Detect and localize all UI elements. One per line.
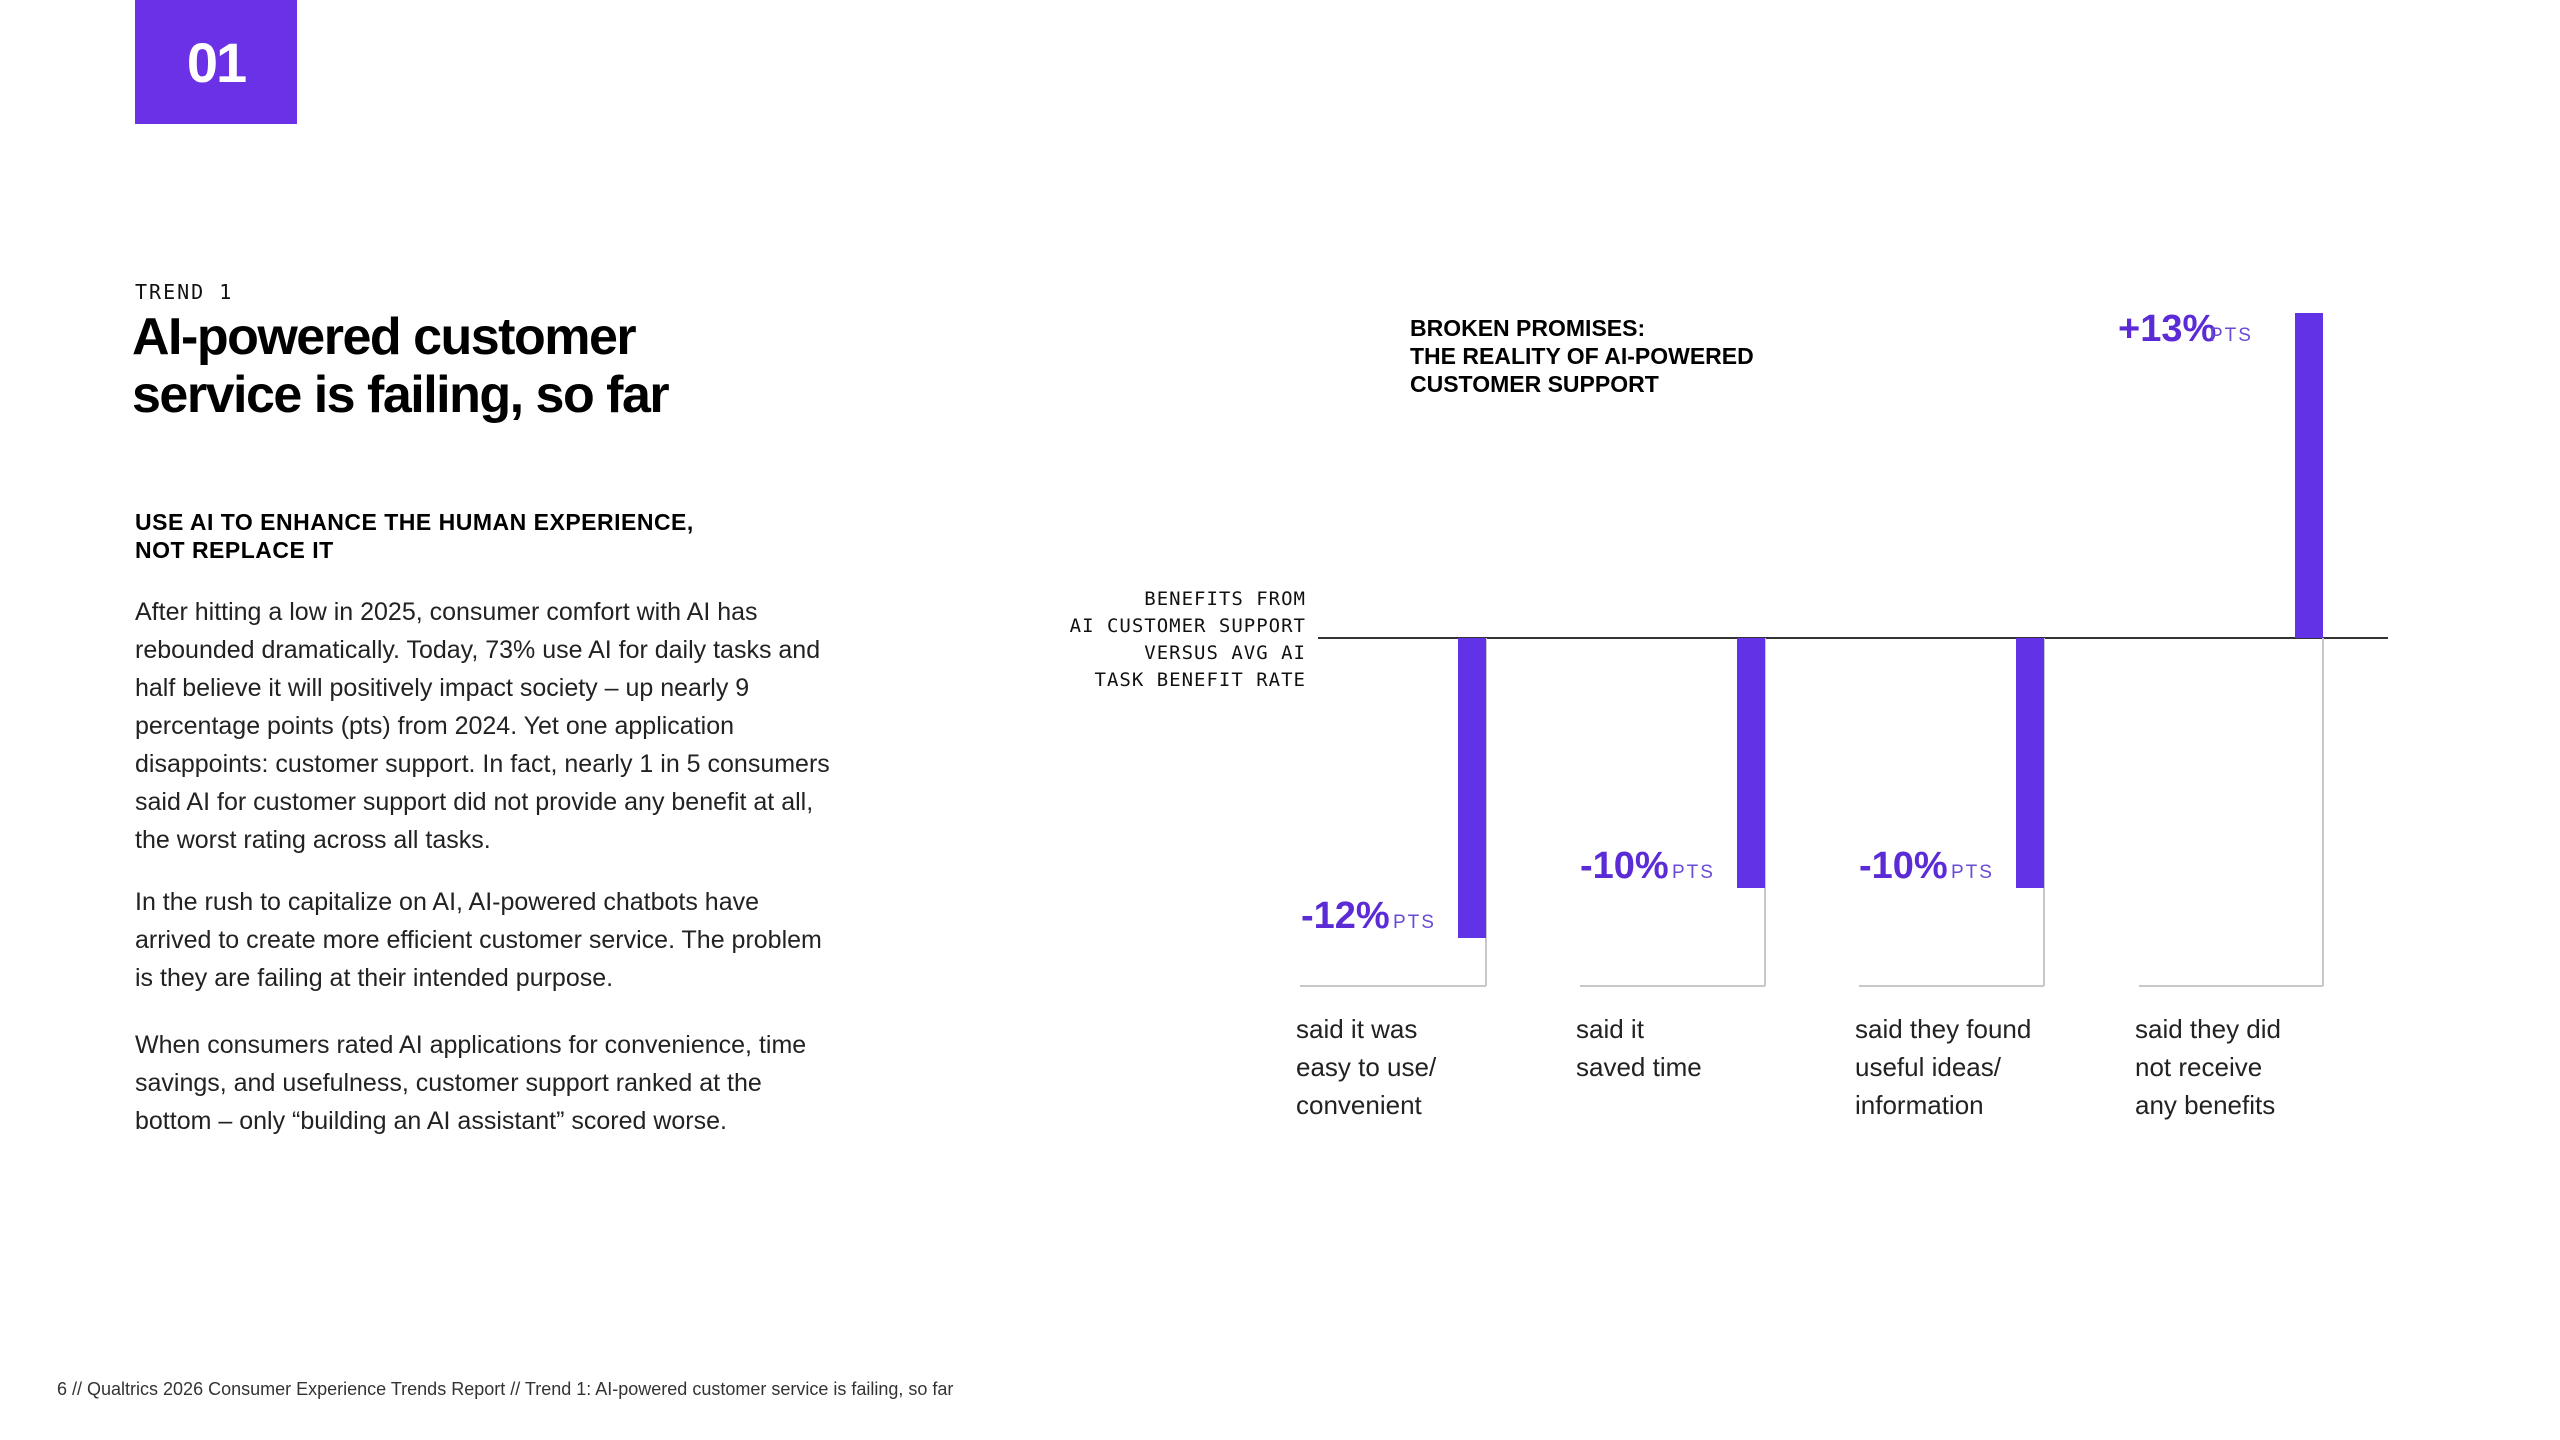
baseline-label-line-1: BENEFITS FROM [1144, 588, 1306, 610]
category-label-line: convenient [1296, 1090, 1422, 1120]
category-label-line: saved time [1576, 1052, 1702, 1082]
bar [1458, 638, 1486, 938]
category-label: said it was easy to use/convenient [1296, 1010, 1536, 1124]
bar [2016, 638, 2044, 888]
category-label-line: information [1855, 1090, 1984, 1120]
chart-title-line-1: BROKEN PROMISES: [1410, 315, 1646, 341]
baseline-label: BENEFITS FROM AI CUSTOMER SUPPORT VERSUS… [1020, 586, 1306, 694]
page-footer: 6 // Qualtrics 2026 Consumer Experience … [57, 1379, 954, 1399]
bar-unit-label: PTS [1672, 862, 1715, 883]
bar-value-label: +13% [2118, 308, 2216, 350]
bar-value-label: -10% [1580, 845, 1669, 887]
bar-unit-label: PTS [1951, 862, 1994, 883]
title-line-1: AI-powered customer [132, 308, 637, 366]
section-subheading: USE AI TO ENHANCE THE HUMAN EXPERIENCE, … [135, 508, 775, 564]
chart-title-line-3: CUSTOMER SUPPORT [1410, 371, 1659, 397]
chart-title: BROKEN PROMISES: THE REALITY OF AI-POWER… [1410, 314, 1830, 398]
trend-label: TREND 1 [135, 280, 234, 304]
category-label: said it saved time [1576, 1010, 1816, 1086]
body-paragraph-1: After hitting a low in 2025, consumer co… [135, 598, 830, 854]
bar-value-label: -12% [1301, 895, 1390, 937]
category-label-line: any benefits [2135, 1090, 2276, 1120]
category-label-line: said they found [1855, 1014, 2032, 1044]
baseline-label-line-2: AI CUSTOMER SUPPORT [1069, 615, 1306, 637]
category-label-line: useful ideas/ [1855, 1052, 2001, 1082]
category-label-line: said they did [2135, 1014, 2281, 1044]
baseline-label-line-4: TASK BENEFIT RATE [1094, 669, 1306, 691]
section-number-badge: 01 [135, 0, 297, 124]
chart-title-line-2: THE REALITY OF AI-POWERED [1410, 343, 1754, 369]
bar-value-label: -10% [1859, 845, 1948, 887]
bar [1737, 638, 1765, 888]
body-paragraph-2: In the rush to capitalize on AI, AI-powe… [135, 888, 822, 992]
bar [2295, 313, 2323, 638]
title-line-2: service is failing, so far [132, 366, 670, 424]
page-title: AI-powered customer service is failing, … [132, 308, 752, 424]
subhead-line-2: NOT REPLACE IT [135, 537, 334, 563]
subhead-line-1: USE AI TO ENHANCE THE HUMAN EXPERIENCE, [135, 509, 694, 535]
category-label-line: said it [1576, 1014, 1644, 1044]
category-label-line: said it was [1296, 1014, 1418, 1044]
category-label: said they did not receive any benefits [2135, 1010, 2375, 1124]
category-label-line: easy to use/ [1296, 1052, 1437, 1082]
category-label-line: not receive [2135, 1052, 2263, 1082]
baseline-label-line-3: VERSUS AVG AI [1144, 642, 1306, 664]
bar-unit-label: PTS [1393, 912, 1436, 933]
body-paragraph-3: When consumers rated AI applications for… [135, 1031, 807, 1135]
category-label: said they found useful ideas/information [1855, 1010, 2095, 1124]
bar-unit-label: PTS [2210, 325, 2253, 346]
